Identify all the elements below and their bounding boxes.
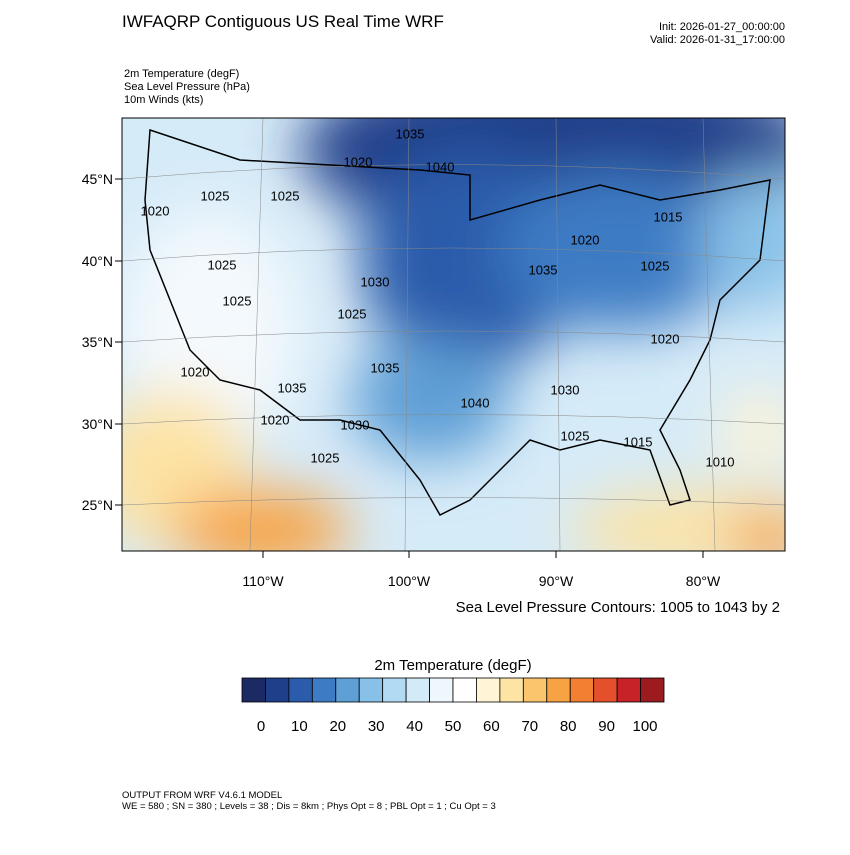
contour-label: 1035 [396, 126, 425, 141]
colorbar-box [288, 677, 313, 703]
colorbar-title: 2m Temperature (degF) [374, 657, 531, 674]
colorbar-box [499, 677, 524, 703]
contour-label: 1035 [278, 380, 307, 395]
contour-label: 1020 [651, 331, 680, 346]
contour-label: 1025 [271, 188, 300, 203]
colorbar-box [546, 677, 571, 703]
colorbar-tick-label: 80 [560, 718, 577, 735]
contour-note: Sea Level Pressure Contours: 1005 to 104… [456, 599, 780, 616]
colorbar-tick-label: 100 [632, 718, 657, 735]
colorbar-tick-label: 40 [406, 718, 423, 735]
colorbar-box [265, 677, 290, 703]
lat-label: 30°N [82, 416, 113, 432]
contour-label: 1025 [311, 450, 340, 465]
colorbar-tick-label: 30 [368, 718, 385, 735]
contour-label: 1020 [571, 232, 600, 247]
colorbar-box [358, 677, 384, 703]
contour-label: 1025 [338, 306, 367, 321]
lon-label: 80°W [686, 573, 721, 589]
contour-label: 1025 [561, 428, 590, 443]
colorbar-box [241, 677, 266, 703]
colorbar-box [405, 677, 430, 703]
field-label: 2m Temperature (degF) [124, 68, 239, 80]
lat-label: 45°N [82, 171, 113, 187]
lon-label: 110°W [242, 573, 284, 589]
colorbar-box [429, 677, 454, 703]
lat-label: 25°N [82, 497, 113, 513]
colorbar-box [593, 677, 618, 703]
valid-time: Valid: 2026-01-31_17:00:00 [650, 34, 785, 46]
colorbar-tick-label: 0 [257, 718, 265, 735]
field-label: Sea Level Pressure (hPa) [124, 81, 250, 93]
colorbar-box [616, 677, 641, 703]
contour-label: 1010 [706, 454, 735, 469]
contour-label: 1030 [551, 382, 580, 397]
contour-label: 1040 [461, 395, 490, 410]
lon-label: 90°W [539, 573, 574, 589]
colorbar-box [476, 677, 501, 703]
title: IWFAQRP Contiguous US Real Time WRF [122, 12, 444, 31]
contour-label: 1035 [529, 262, 558, 277]
colorbar-tick-label: 60 [483, 718, 500, 735]
footer-line: WE = 580 ; SN = 380 ; Levels = 38 ; Dis … [122, 801, 496, 812]
colorbar-box [569, 677, 595, 703]
lat-label: 40°N [82, 253, 113, 269]
colorbar-box [640, 677, 665, 703]
contour-label: 1020 [181, 364, 210, 379]
colorbar-tick-label: 50 [445, 718, 462, 735]
lon-label: 100°W [388, 573, 431, 589]
contour-label: 1040 [426, 159, 455, 174]
contour-label: 1025 [201, 188, 230, 203]
footer-line: OUTPUT FROM WRF V4.6.1 MODEL [122, 790, 282, 801]
field-label: 10m Winds (kts) [124, 94, 203, 106]
colorbar-tick-label: 20 [329, 718, 346, 735]
contour-label: 1030 [341, 417, 370, 432]
contour-label: 1020 [141, 203, 170, 218]
colorbar-tick-label: 10 [291, 718, 308, 735]
colorbar-tick-label: 90 [598, 718, 615, 735]
colorbar-tick-label: 70 [521, 718, 538, 735]
colorbar-box [311, 677, 337, 703]
colorbar-box [522, 677, 548, 703]
map: 1020 1025 1025 1020 1035 1040 1025 1025 1030 1025… [122, 118, 785, 551]
lat-label: 35°N [82, 334, 113, 350]
contour-label: 1020 [261, 412, 290, 427]
colorbar-box [452, 677, 477, 703]
contour-label: 1025 [223, 293, 252, 308]
colorbar-box [382, 677, 407, 703]
contour-label: 1015 [654, 209, 683, 224]
contour-label: 1035 [371, 360, 400, 375]
contour-label: 1030 [361, 274, 390, 289]
contour-label: 1025 [641, 258, 670, 273]
contour-label: 1015 [624, 434, 653, 449]
contour-label: 1025 [208, 257, 237, 272]
coastline [144, 128, 771, 516]
init-time: Init: 2026-01-27_00:00:00 [659, 21, 785, 33]
contour-label: 1020 [344, 154, 373, 169]
map-frame [121, 117, 786, 552]
colorbar-box [335, 677, 360, 703]
